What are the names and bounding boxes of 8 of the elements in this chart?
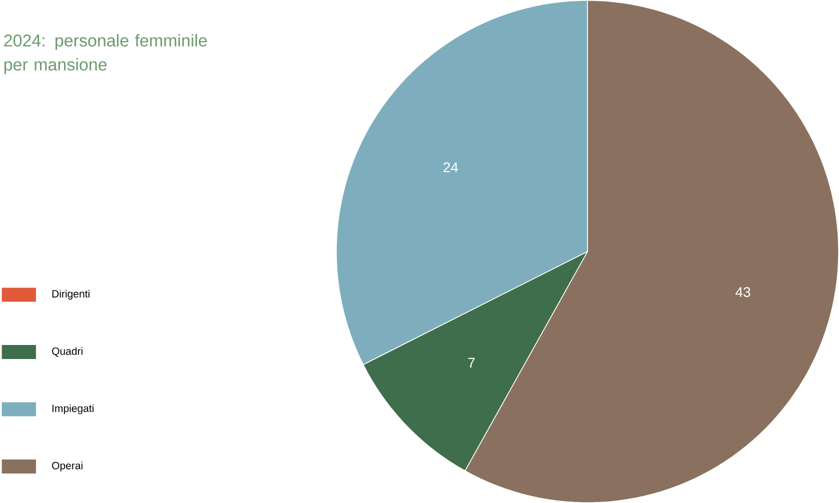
data-label: 24 [444,162,458,172]
data-label: 7 [468,358,475,368]
legend-label: Dirigenti [52,290,90,300]
text: 2024: personale femminile per mansione [4,34,207,74]
data-label: 43 [736,287,750,297]
legend-label: Impiegati [52,404,94,414]
legend-label: Quadri [52,347,82,357]
legend-label: Operai [52,462,82,472]
